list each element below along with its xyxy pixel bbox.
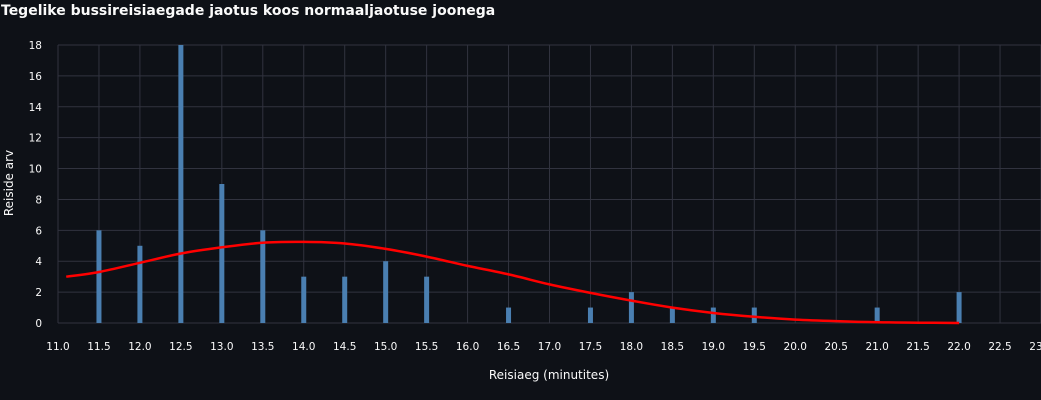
x-tick-label: 15.0 bbox=[374, 341, 397, 353]
x-tick-label: 20.0 bbox=[784, 341, 807, 353]
bar bbox=[301, 276, 307, 323]
bar bbox=[137, 245, 143, 323]
bar bbox=[260, 230, 266, 323]
grid bbox=[57, 44, 1041, 324]
bar bbox=[506, 307, 512, 323]
x-tick-label: 22.5 bbox=[988, 341, 1011, 353]
bar bbox=[874, 307, 880, 323]
x-axis-label: Reisiaeg (minutites) bbox=[489, 368, 609, 382]
chart-title: Tegelike bussireisiaegade jaotus koos no… bbox=[1, 3, 495, 19]
bar bbox=[96, 230, 102, 323]
y-tick-label: 6 bbox=[35, 225, 42, 237]
bar bbox=[587, 307, 593, 323]
y-tick-label: 4 bbox=[35, 256, 42, 268]
x-tick-label: 11.5 bbox=[87, 341, 110, 353]
y-tick-label: 18 bbox=[29, 40, 42, 52]
bar bbox=[383, 261, 389, 323]
x-tick-label: 16.5 bbox=[497, 341, 520, 353]
x-tick-label: 21.5 bbox=[906, 341, 929, 353]
y-tick-label: 10 bbox=[29, 164, 42, 176]
x-tick-label: 14.5 bbox=[333, 341, 356, 353]
y-tick-label: 8 bbox=[35, 194, 42, 206]
x-tick-label: 16.0 bbox=[456, 341, 479, 353]
bar bbox=[751, 307, 757, 323]
bar bbox=[424, 276, 430, 323]
x-tick-label: 11.0 bbox=[46, 341, 69, 353]
bar bbox=[669, 307, 675, 323]
y-tick-label: 0 bbox=[35, 318, 42, 330]
bar bbox=[219, 184, 225, 323]
bars bbox=[96, 45, 962, 323]
x-tick-label: 18.5 bbox=[661, 341, 684, 353]
x-tick-label: 21.0 bbox=[865, 341, 888, 353]
x-tick-label: 19.0 bbox=[702, 341, 725, 353]
bar bbox=[628, 292, 634, 323]
x-tick-label: 22.0 bbox=[947, 341, 970, 353]
bar bbox=[956, 292, 962, 323]
y-tick-label: 14 bbox=[29, 102, 43, 114]
normal-curve bbox=[66, 240, 960, 325]
y-ticks: 0 2 4 6 8 10 12 14 16 18 bbox=[29, 40, 43, 330]
y-axis-label: Reiside arv bbox=[2, 150, 16, 216]
x-tick-label: 17.5 bbox=[579, 341, 602, 353]
x-ticks: 11.0 11.5 12.0 12.5 13.0 13.5 14.0 14.5 15.0 15.5… bbox=[46, 341, 1041, 353]
x-tick-label: 13.0 bbox=[210, 341, 233, 353]
x-tick-label: 18.0 bbox=[620, 341, 643, 353]
x-tick-label: 12.0 bbox=[128, 341, 151, 353]
x-tick-label: 17.0 bbox=[538, 341, 561, 353]
x-tick-label: 23.0 bbox=[1029, 341, 1041, 353]
x-tick-label: 13.5 bbox=[251, 341, 274, 353]
x-tick-label: 14.0 bbox=[292, 341, 315, 353]
x-tick-label: 12.5 bbox=[169, 341, 192, 353]
bar bbox=[710, 307, 716, 323]
y-tick-label: 12 bbox=[29, 133, 42, 145]
y-tick-label: 16 bbox=[29, 71, 43, 83]
y-tick-label: 2 bbox=[35, 287, 42, 299]
x-tick-label: 20.5 bbox=[825, 341, 848, 353]
x-tick-label: 15.5 bbox=[415, 341, 438, 353]
bar bbox=[178, 45, 184, 323]
x-tick-label: 19.5 bbox=[743, 341, 766, 353]
bar bbox=[342, 276, 348, 323]
